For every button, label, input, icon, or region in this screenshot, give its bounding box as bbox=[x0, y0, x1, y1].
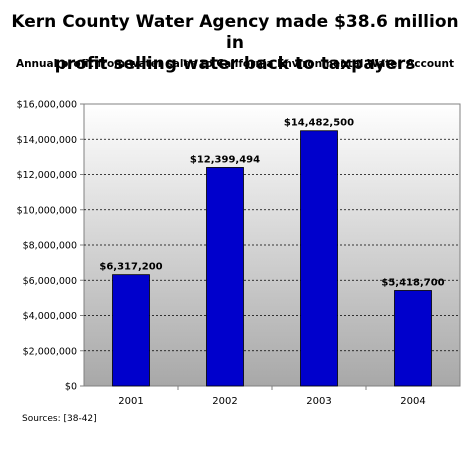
y-tick-label: $12,000,000 bbox=[17, 170, 77, 181]
y-tick-label: $16,000,000 bbox=[17, 100, 77, 111]
x-tick-label: 2002 bbox=[212, 396, 237, 407]
data-label: $5,418,700 bbox=[381, 277, 444, 288]
bar bbox=[206, 167, 244, 387]
y-tick-label: $2,000,000 bbox=[23, 346, 77, 357]
chart-title: Kern County Water Agency made $38.6 mill… bbox=[0, 12, 470, 75]
sources-note: Sources: [38-42] bbox=[22, 414, 97, 424]
bar bbox=[300, 130, 338, 387]
bars: $6,317,200 $12,399,494 $14,482,500 $5,418,7… bbox=[99, 118, 445, 387]
y-tick-label: $6,000,000 bbox=[23, 276, 77, 287]
x-axis: 2001 2002 2003 2004 bbox=[118, 386, 426, 407]
data-label: $14,482,500 bbox=[284, 118, 354, 129]
data-label: $12,399,494 bbox=[190, 154, 260, 165]
y-tick-label: $4,000,000 bbox=[23, 311, 77, 322]
chart-title-line-1: Kern County Water Agency made $38.6 mill… bbox=[11, 12, 459, 53]
y-axis: $0 $2,000,000 $4,000,000 $6,000,000 $8,000,0… bbox=[17, 100, 84, 393]
x-tick-label: 2001 bbox=[118, 396, 143, 407]
chart-subtitle: Annual profit from water sales to Califo… bbox=[15, 58, 455, 70]
y-tick-label: $8,000,000 bbox=[23, 241, 77, 252]
x-tick-label: 2004 bbox=[400, 396, 425, 407]
x-tick-label: 2003 bbox=[306, 396, 331, 407]
chart-title-line-2: profit selling water back to taxpayers bbox=[54, 54, 416, 74]
gridlines bbox=[84, 138, 460, 352]
y-tick-label: $14,000,000 bbox=[17, 135, 77, 146]
y-tick-label: $0 bbox=[65, 382, 77, 393]
data-label: $6,317,200 bbox=[99, 262, 162, 273]
bar bbox=[112, 274, 150, 387]
y-tick-label: $10,000,000 bbox=[17, 205, 77, 216]
bar bbox=[394, 290, 432, 387]
